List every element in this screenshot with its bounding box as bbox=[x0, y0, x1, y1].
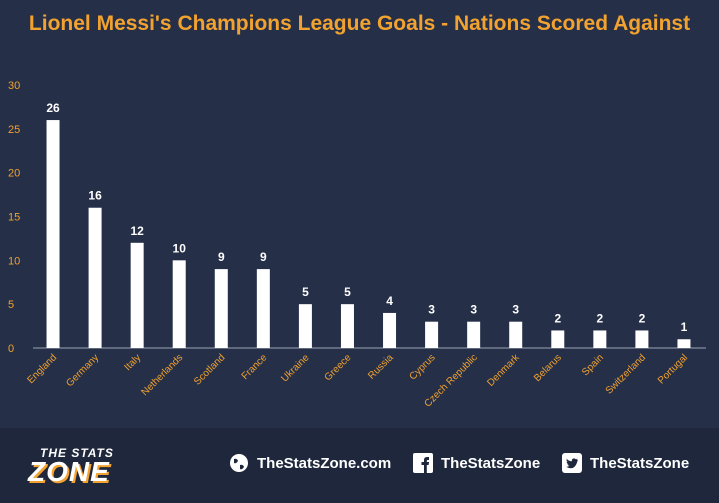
x-tick-label: Belarus bbox=[532, 352, 564, 384]
y-tick-label: 15 bbox=[8, 212, 20, 224]
twitter-text: TheStatsZone bbox=[590, 454, 690, 472]
x-tick-label: Ukraine bbox=[279, 352, 311, 384]
value-label: 2 bbox=[597, 311, 604, 325]
bar bbox=[214, 269, 228, 348]
value-label: 5 bbox=[344, 285, 351, 299]
bar bbox=[551, 330, 565, 348]
x-tick-label: Greece bbox=[323, 352, 354, 383]
stats-zone-logo: THE STATS ZONE bbox=[28, 442, 158, 490]
x-tick-label: Switzerland bbox=[604, 352, 648, 396]
bar bbox=[467, 321, 481, 348]
x-tick-label: Denmark bbox=[485, 352, 522, 389]
x-tick-label: Italy bbox=[123, 352, 144, 373]
x-tick-label: Portugal bbox=[656, 352, 690, 386]
bar bbox=[130, 242, 144, 348]
twitter-link[interactable]: TheStatsZone bbox=[562, 453, 689, 473]
globe-icon bbox=[230, 454, 248, 472]
value-label: 5 bbox=[302, 285, 309, 299]
twitter-icon bbox=[562, 453, 582, 473]
x-tick-label: Cyprus bbox=[408, 352, 438, 382]
bar bbox=[509, 321, 523, 348]
bar bbox=[677, 339, 691, 348]
x-tick-label: France bbox=[240, 352, 270, 382]
y-tick-label: 0 bbox=[8, 343, 14, 355]
bar bbox=[298, 304, 312, 348]
bar bbox=[46, 120, 60, 348]
website-link[interactable]: TheStatsZone.com bbox=[229, 453, 391, 473]
value-label: 2 bbox=[554, 311, 561, 325]
website-text: TheStatsZone.com bbox=[257, 454, 392, 472]
facebook-text: TheStatsZone bbox=[441, 454, 541, 472]
value-label: 12 bbox=[130, 224, 144, 238]
bar-chart: 0 5 10 15 20 25 30 26 16 12 10 9 9 5 5 4 3 3 3 2 2 2 1 Englan… bbox=[8, 80, 706, 410]
x-tick-label: Germany bbox=[64, 352, 101, 389]
footer: THE STATS ZONE TheStatsZone.com TheStats… bbox=[0, 428, 719, 503]
value-label: 10 bbox=[173, 241, 187, 255]
value-label: 3 bbox=[428, 303, 435, 317]
logo-text-bottom: ZONE bbox=[28, 456, 110, 487]
bar bbox=[256, 269, 270, 348]
value-label: 1 bbox=[681, 320, 688, 334]
x-tick-label: Netherlands bbox=[139, 352, 185, 398]
value-label: 4 bbox=[386, 294, 393, 308]
bar bbox=[593, 330, 607, 348]
value-label: 3 bbox=[470, 303, 477, 317]
value-label: 16 bbox=[88, 189, 102, 203]
facebook-icon bbox=[413, 453, 433, 473]
logo-text-top: THE STATS bbox=[40, 446, 114, 460]
value-label: 2 bbox=[639, 311, 646, 325]
bar bbox=[88, 207, 102, 348]
chart-title: Lionel Messi's Champions League Goals - … bbox=[28, 12, 691, 35]
value-label: 3 bbox=[512, 303, 519, 317]
y-tick-label: 25 bbox=[8, 124, 20, 136]
x-tick-label: Spain bbox=[580, 352, 606, 378]
bar bbox=[635, 330, 649, 348]
bar bbox=[425, 321, 439, 348]
y-tick-label: 30 bbox=[8, 80, 20, 92]
bar bbox=[340, 304, 354, 348]
x-tick-label: Scotland bbox=[192, 352, 227, 387]
value-label: 9 bbox=[260, 250, 267, 264]
bar bbox=[172, 260, 186, 348]
x-tick-label: England bbox=[25, 352, 59, 386]
y-tick-label: 20 bbox=[8, 168, 20, 180]
x-tick-label: Russia bbox=[366, 352, 396, 382]
facebook-link[interactable]: TheStatsZone bbox=[413, 453, 540, 473]
y-tick-label: 5 bbox=[8, 299, 14, 311]
value-label: 9 bbox=[218, 250, 225, 264]
bar bbox=[383, 312, 397, 348]
y-tick-label: 10 bbox=[8, 255, 20, 267]
value-label: 26 bbox=[46, 101, 60, 115]
